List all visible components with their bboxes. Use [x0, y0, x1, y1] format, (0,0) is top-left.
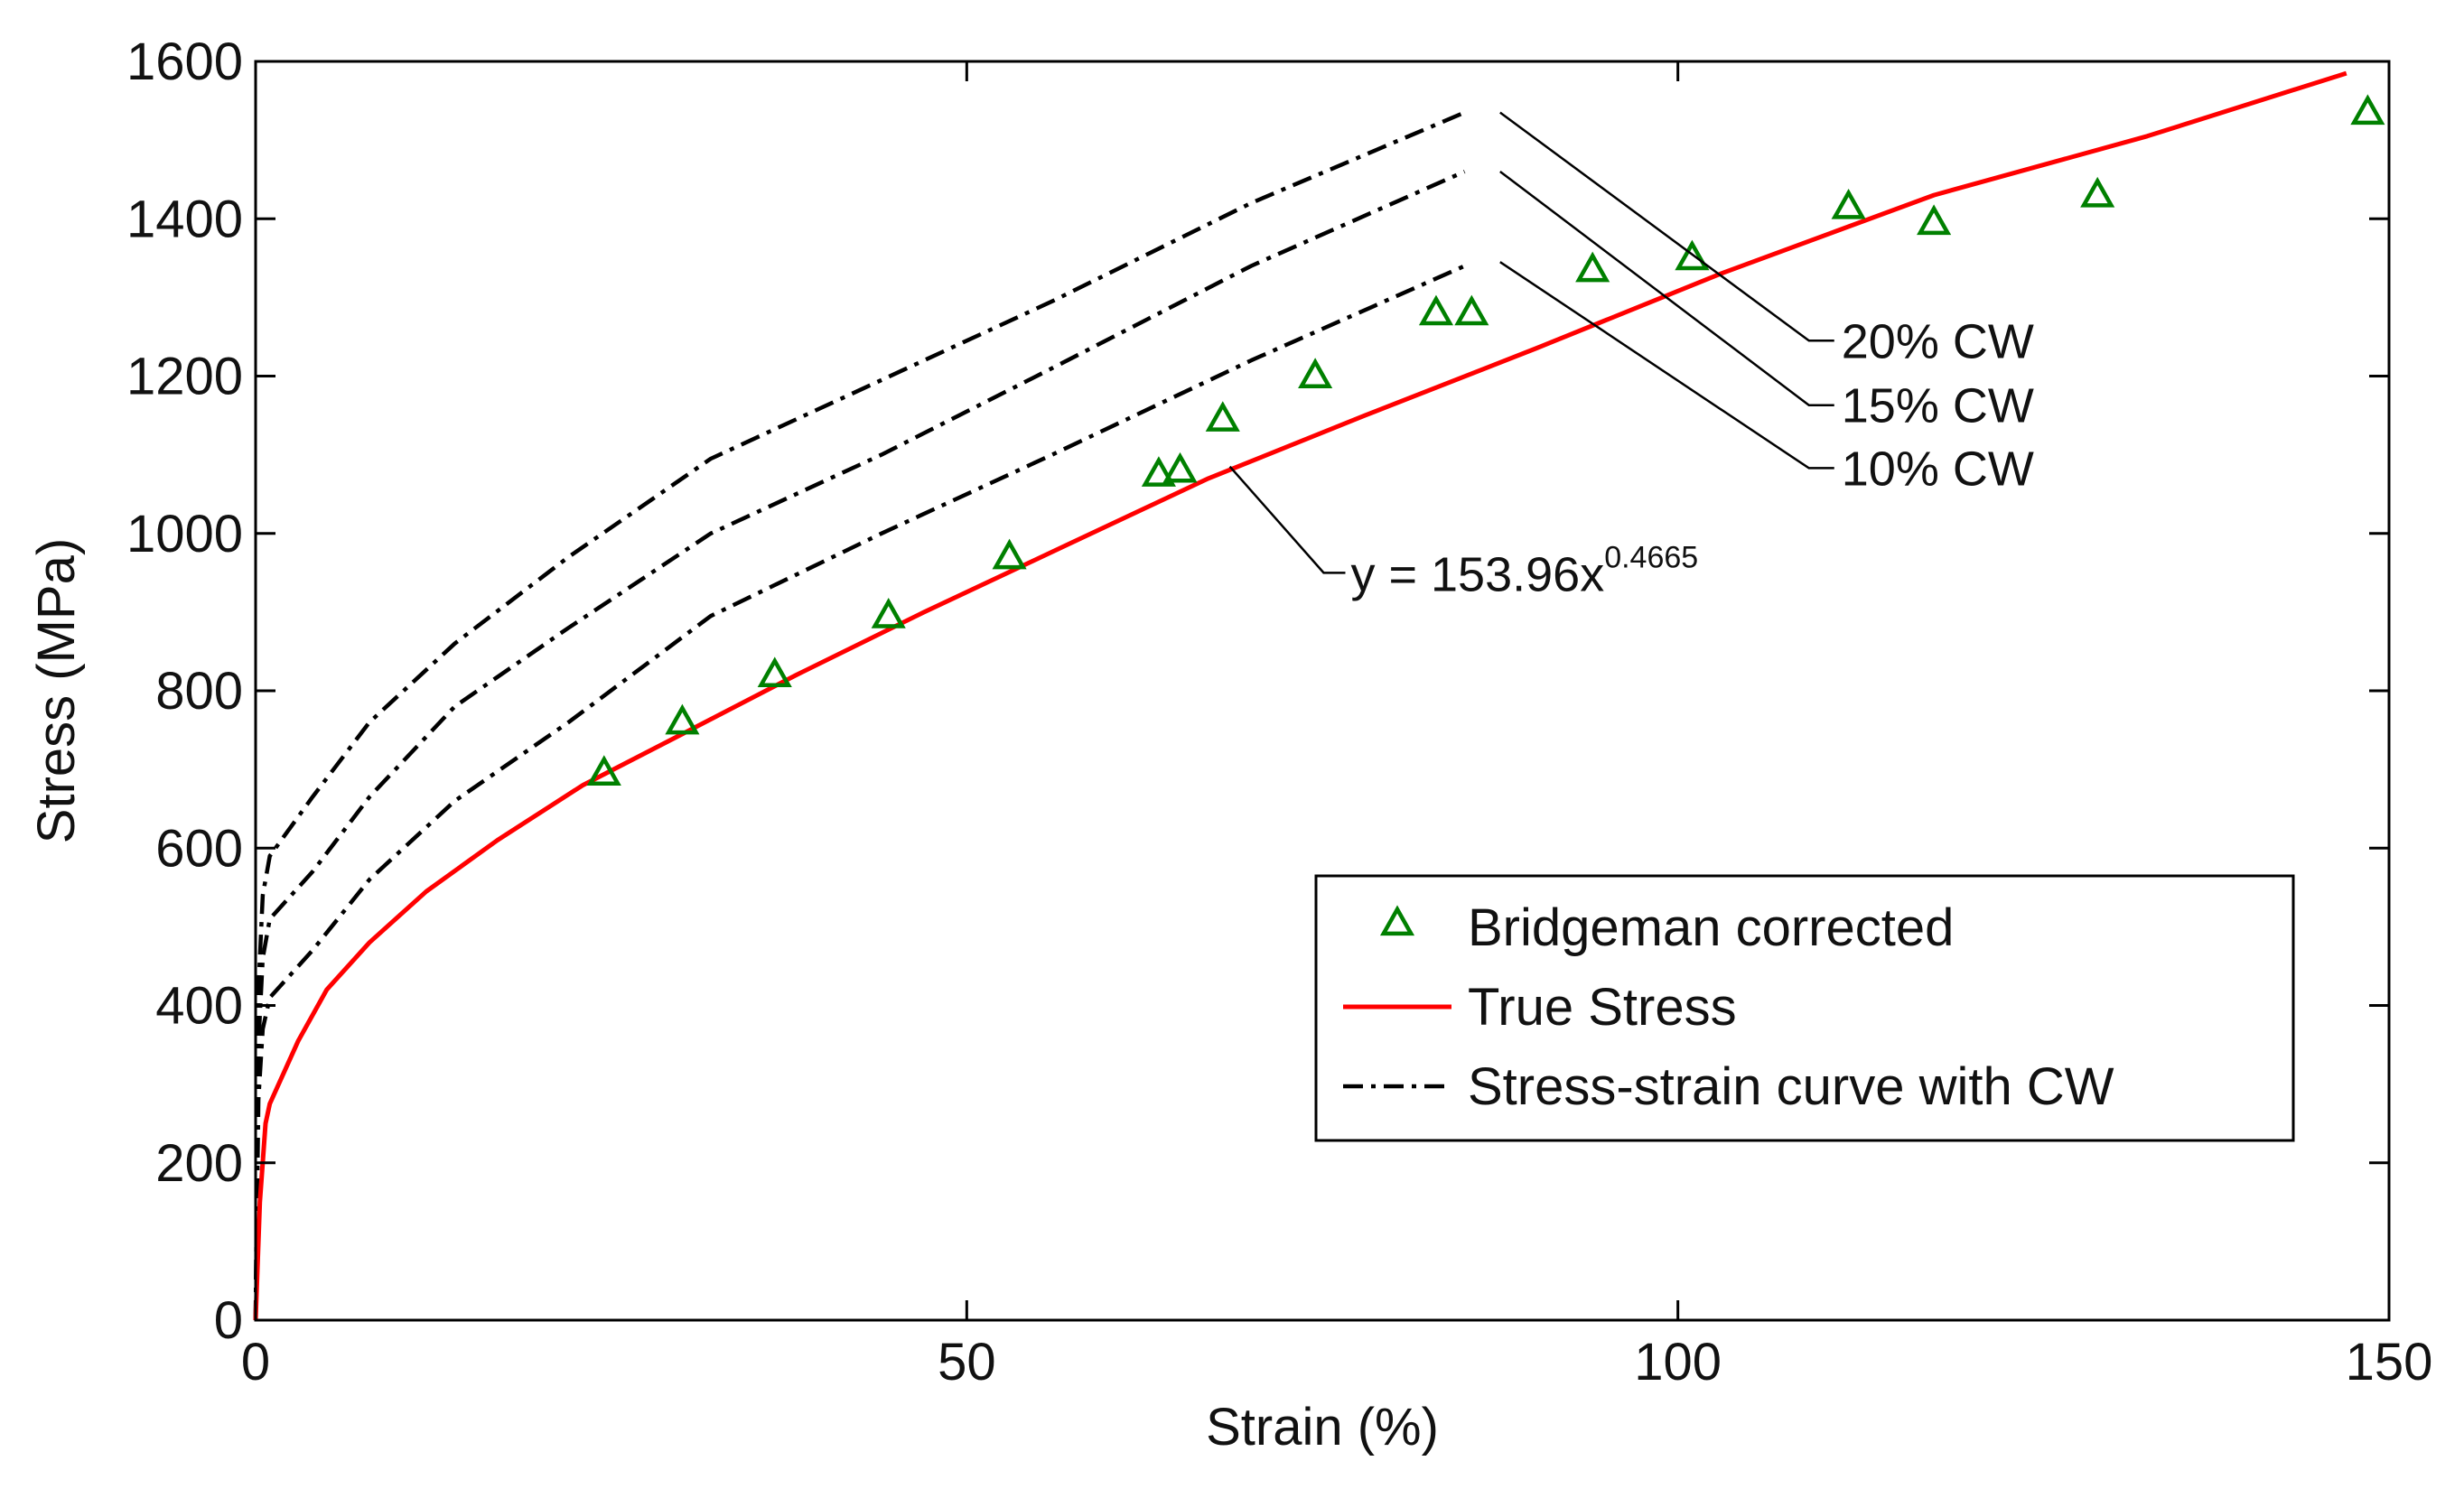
legend: Bridgeman corrected True Stress Stress-str… [1314, 874, 2295, 1142]
legend-marker-triangle [1379, 905, 1415, 936]
bridgeman-marker [757, 656, 792, 688]
legend-label: True Stress [1468, 978, 1737, 1037]
bridgeman-marker [992, 538, 1027, 570]
y-axis-title: Stress (MPa) [27, 538, 86, 843]
bridgeman-marker [1575, 251, 1610, 283]
annotation-leader-line [1499, 170, 1834, 406]
bridgeman-marker [1298, 358, 1333, 388]
annotation-leader-line [1499, 111, 1834, 342]
annotation-leader-line [1228, 465, 1346, 574]
bridgeman-marker [1675, 239, 1710, 271]
bridgeman-marker [2080, 176, 2115, 208]
y-tick-label: 1200 [126, 348, 243, 406]
bridgeman-marker [1917, 204, 1952, 236]
y-tick-label: 200 [155, 1134, 243, 1193]
x-tick-label: 100 [1634, 1333, 1722, 1391]
power-law-equation: y = 153.96x0.4665 [1350, 540, 1698, 601]
bridgeman-marker [665, 703, 700, 735]
legend-label: Bridgeman corrected [1468, 898, 1954, 957]
legend-label: Stress-strain curve with CW [1468, 1057, 2114, 1116]
bridgeman-marker [586, 755, 621, 786]
cw-curve-line [253, 110, 1466, 1321]
bridgeman-markers-layer [586, 94, 2385, 786]
annotation-leader-line [1499, 261, 1834, 470]
x-tick-label: 150 [2346, 1333, 2433, 1391]
cw-annotation-label: 15% CW [1842, 379, 2034, 433]
y-tick-label: 800 [155, 662, 243, 721]
bridgeman-marker [1454, 294, 1489, 326]
equation-base: y = 153.96x [1350, 547, 1604, 601]
y-tick-label: 1600 [126, 33, 243, 91]
x-tick-label: 0 [241, 1333, 270, 1391]
bridgeman-marker [1418, 294, 1454, 326]
annotations-layer: 20% CW 15% CW 10% CW y = 153.96x0.4665 [1228, 111, 2034, 601]
bridgeman-marker [1205, 401, 1240, 432]
cw-annotation-label: 20% CW [1842, 314, 2034, 368]
legend-box [1314, 874, 2295, 1142]
cw-annotation-label: 10% CW [1842, 442, 2034, 496]
bridgeman-marker [2350, 94, 2385, 126]
y-tick-label: 400 [155, 977, 243, 1036]
cw-curve-line [253, 264, 1466, 1321]
bridgeman-marker [1141, 456, 1176, 487]
equation-exponent: 0.4665 [1604, 540, 1698, 574]
y-tick-label: 1400 [126, 190, 243, 248]
y-tick-label: 1000 [126, 505, 243, 563]
x-axis-title: Strain (%) [1206, 1398, 1439, 1456]
bridgeman-marker [1162, 451, 1198, 483]
ticks-layer: 0 50 100 150 0 200 400 600 800 1000 1200 1400 1600 [126, 33, 2432, 1391]
y-tick-label: 600 [155, 819, 243, 878]
cw-curve-line [253, 169, 1466, 1321]
bridgeman-marker [871, 598, 906, 628]
x-tick-label: 50 [938, 1333, 996, 1391]
bridgeman-marker [1831, 188, 1866, 219]
cw-curves-layer [253, 110, 1466, 1321]
y-tick-label: 0 [214, 1291, 243, 1350]
